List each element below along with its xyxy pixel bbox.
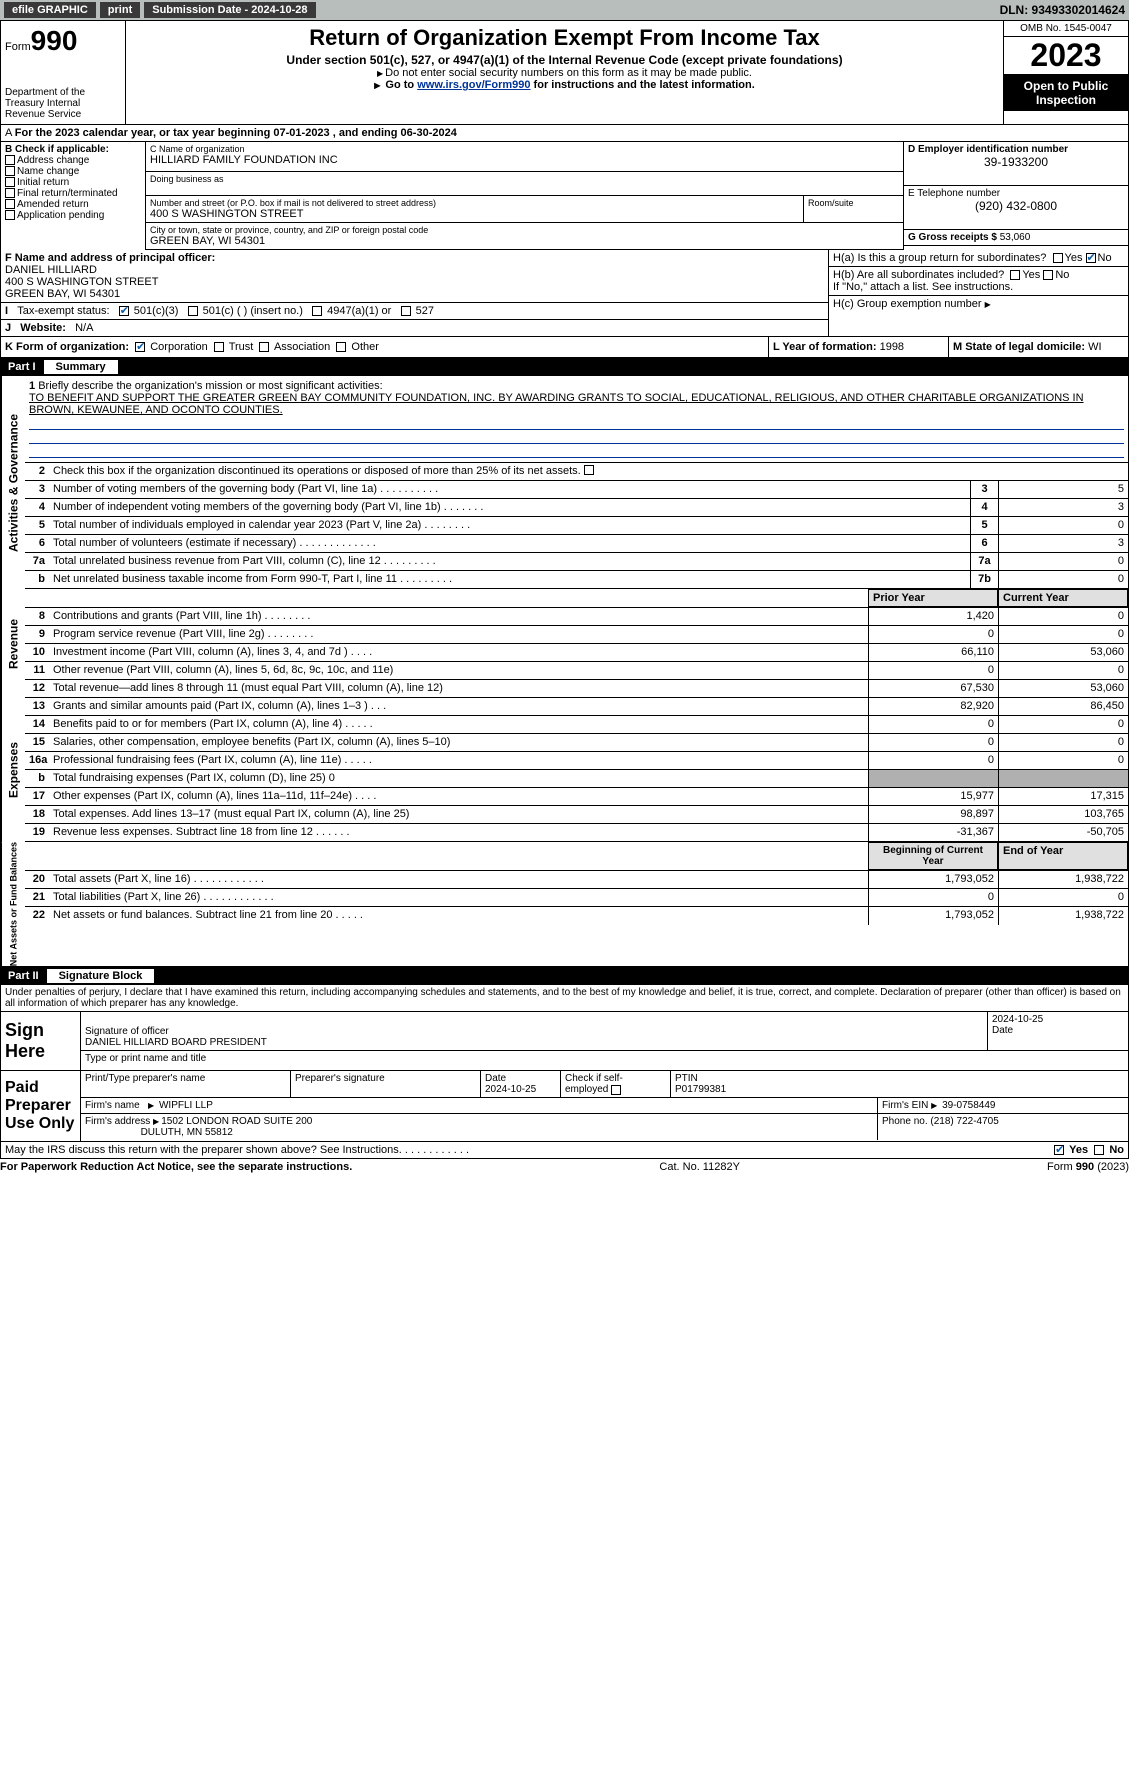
org-addr: 400 S WASHINGTON STREET: [150, 208, 799, 220]
efile-btn[interactable]: efile GRAPHIC: [4, 2, 96, 18]
part1-header: Part I Summary: [0, 358, 1129, 376]
form-link: Go to www.irs.gov/Form990 for instructio…: [130, 79, 999, 91]
ftr-form: Form 990 (2023): [1047, 1161, 1129, 1173]
website: N/A: [75, 322, 93, 334]
prep-date: 2024-10-25: [485, 1084, 536, 1095]
sign-here-lbl: Sign Here: [1, 1012, 81, 1070]
omb: OMB No. 1545-0047: [1004, 21, 1128, 37]
domicile: WI: [1088, 341, 1101, 353]
k-corp[interactable]: [135, 342, 145, 352]
tax-year: 2023: [1004, 37, 1128, 75]
tab-net-assets: Net Assets or Fund Balances: [1, 842, 25, 966]
tab-governance: Activities & Governance: [1, 376, 25, 589]
ein: 39-1933200: [908, 155, 1124, 169]
form-header: Form990 Department of the Treasury Inter…: [0, 20, 1129, 125]
phone: (920) 432-0800: [908, 199, 1124, 213]
ptin: P01799381: [675, 1084, 726, 1095]
paid-prep-lbl: Paid Preparer Use Only: [1, 1071, 81, 1141]
public-inspection: Open to Public Inspection: [1004, 75, 1128, 111]
print-btn[interactable]: print: [100, 2, 140, 18]
501c3-check[interactable]: [119, 306, 129, 316]
firm-addr: 1502 LONDON ROAD SUITE 200: [161, 1116, 312, 1127]
gross-receipts: 53,060: [1000, 232, 1031, 243]
officer-sig-name: DANIEL HILLIARD BOARD PRESIDENT: [85, 1037, 983, 1048]
tab-expenses: Expenses: [1, 698, 25, 842]
v3: 5: [998, 481, 1128, 498]
col-b: B Check if applicable: Address change Na…: [1, 142, 146, 250]
dba-lbl: Doing business as: [150, 174, 899, 184]
org-name: HILLIARD FAMILY FOUNDATION INC: [150, 154, 899, 166]
firm-name: WIPFLI LLP: [159, 1100, 213, 1111]
dln: DLN: 93493302014624: [1000, 3, 1125, 17]
form-note: Do not enter social security numbers on …: [130, 67, 999, 79]
line-a: A For the 2023 calendar year, or tax yea…: [0, 125, 1129, 142]
tab-revenue: Revenue: [1, 589, 25, 698]
firm-phone: (218) 722-4705: [930, 1116, 998, 1127]
form-number: 990: [31, 25, 78, 56]
declaration: Under penalties of perjury, I declare th…: [0, 985, 1129, 1012]
part2-header: Part II Signature Block: [0, 967, 1129, 985]
topbar: efile GRAPHIC print Submission Date - 20…: [0, 0, 1129, 20]
officer-name: DANIEL HILLIARD: [5, 264, 824, 276]
form-prefix: Form: [5, 41, 31, 53]
form-title: Return of Organization Exempt From Incom…: [130, 25, 999, 51]
org-city: GREEN BAY, WI 54301: [150, 235, 899, 247]
irs-link[interactable]: www.irs.gov/Form990: [417, 79, 530, 91]
dept: Department of the Treasury Internal Reve…: [5, 87, 121, 120]
ftr-catno: Cat. No. 11282Y: [352, 1161, 1047, 1173]
irs-yes[interactable]: [1054, 1145, 1064, 1155]
ha-no[interactable]: [1086, 253, 1096, 263]
form-sub: Under section 501(c), 527, or 4947(a)(1)…: [130, 53, 999, 67]
ftr-paperwork: For Paperwork Reduction Act Notice, see …: [0, 1161, 352, 1173]
firm-ein: 39-0758449: [942, 1100, 995, 1111]
mission-text: TO BENEFIT AND SUPPORT THE GREATER GREEN…: [29, 392, 1084, 416]
year-formation: 1998: [880, 341, 904, 353]
submission-date: Submission Date - 2024-10-28: [144, 2, 315, 18]
sig-date: 2024-10-25: [992, 1014, 1124, 1025]
c-name-lbl: C Name of organization: [150, 144, 899, 154]
